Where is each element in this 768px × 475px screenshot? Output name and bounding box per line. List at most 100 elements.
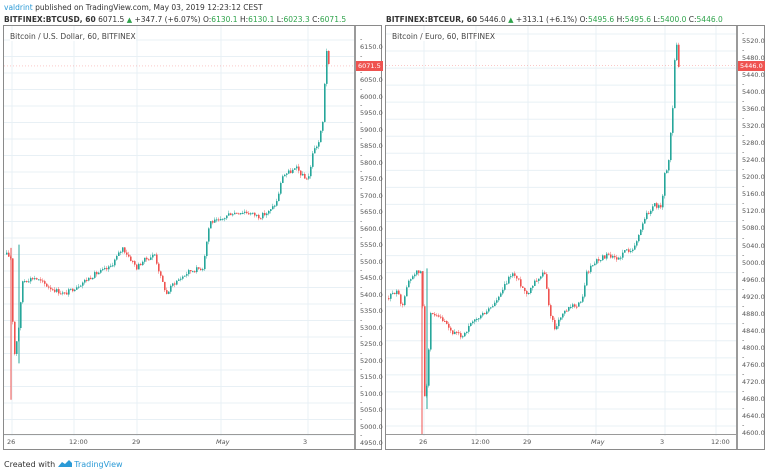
btceur-candlestick-plot[interactable] (386, 26, 736, 436)
price-tick-label: - 5250.0 (360, 332, 383, 348)
right-last-price: 5446.0 (479, 15, 506, 24)
price-tick-label: - 6050.0 (360, 68, 383, 84)
price-tick-label: - 5160.0 (742, 182, 765, 199)
time-tick-label: 26 (419, 438, 428, 446)
left-last-price: 6071.5 (98, 15, 125, 24)
price-tick-label: - 5150.0 (360, 365, 383, 381)
left-symbol-info: BITFINEX:BTCUSD, 60 6071.5 ▲ +347.7 (+6.… (4, 15, 346, 24)
right-low: 5400.0 (660, 15, 687, 24)
price-tick-label: - 4960.0 (742, 267, 765, 284)
time-tick-label: May (216, 438, 230, 446)
right-low-label: L: (653, 15, 661, 24)
right-close-label: C: (688, 15, 697, 24)
price-tick-label: - 6150.0 (360, 35, 383, 51)
price-tick-label: - 4920.0 (742, 284, 765, 301)
time-tick-label: 12:00 (711, 438, 730, 446)
left-low-label: L: (276, 15, 284, 24)
price-tick-label: - 5520.0 (742, 29, 765, 45)
created-with-text: Created with (4, 460, 58, 469)
time-tick-label: 3 (303, 438, 308, 446)
price-tick-label: - 5900.0 (360, 117, 383, 134)
btcusd-candlestick-plot[interactable] (4, 26, 354, 436)
price-tick-label: - 5650.0 (360, 200, 383, 216)
tradingview-logo-icon (57, 460, 72, 467)
left-close-label: C: (312, 15, 320, 24)
author-link[interactable]: valdrint (4, 3, 33, 12)
left-open: 6130.1 (211, 15, 238, 24)
price-tick-label: - 5600.0 (360, 216, 383, 233)
right-high-label: H: (616, 15, 625, 24)
price-tick-label: - 5320.0 (742, 114, 765, 131)
price-tick-label: - 5950.0 (360, 101, 383, 117)
left-close: 6071.5 (319, 15, 347, 24)
price-tick-label: - 5850.0 (360, 134, 383, 150)
price-tick-label: - 4880.0 (742, 301, 765, 318)
time-tick-label: 12:00 (69, 438, 88, 446)
last-price-label: 6071.5 (356, 60, 383, 71)
last-price-label: 5446.0 (738, 60, 765, 71)
price-tick-label: - 5300.0 (360, 315, 383, 332)
price-tick-label: - 5000.0 (742, 250, 765, 267)
price-tick-label: - 4760.0 (742, 352, 765, 369)
right-high: 5495.6 (624, 15, 652, 24)
price-tick-label: - 4800.0 (742, 335, 765, 352)
btceur-chart-title: Bitcoin / Euro, 60, BITFINEX (392, 32, 496, 41)
publish-text: published on TradingView.com, May 03, 20… (32, 3, 263, 12)
time-tick-label: 29 (132, 438, 141, 446)
price-tick-label: - 4680.0 (742, 386, 765, 403)
price-tick-label: - 4640.0 (742, 403, 765, 420)
right-close: 5446.0 (696, 15, 723, 24)
btcusd-time-axis[interactable]: 26 12:00 29 May 3 (4, 434, 354, 449)
left-symbol: BITFINEX:BTCUSD, 60 (4, 15, 96, 24)
btcusd-price-axis[interactable]: - 6150.0- 6100.0- 6050.0- 6000.0- 5950.0… (354, 26, 383, 449)
price-tick-label: - 5200.0 (742, 165, 765, 182)
left-high-label: H: (239, 15, 249, 24)
right-symbol: BITFINEX:BTCEUR, 60 (386, 15, 478, 24)
price-tick-label: - 5360.0 (742, 97, 765, 114)
right-change: +313.1 (+6.1%) (515, 15, 578, 24)
price-tick-label: - 4720.0 (742, 369, 765, 386)
time-tick-label: 3 (660, 438, 665, 446)
price-tick-label: - 5750.0 (360, 167, 383, 183)
price-tick-label: - 5240.0 (742, 148, 765, 165)
time-tick-label: May (591, 438, 605, 446)
btcusd-chart-title: Bitcoin / U.S. Dollar, 60, BITFINEX (10, 32, 136, 41)
price-tick-label: - 5450.0 (360, 266, 383, 282)
price-tick-label: - 4600.0 (742, 421, 765, 437)
right-open: 5495.6 (587, 15, 615, 24)
price-tick-label: - 4950.0 (360, 431, 383, 447)
price-tick-label: - 5200.0 (360, 348, 383, 365)
footer: Created with TradingView (4, 459, 123, 469)
left-change: +347.7 (+6.07%) (134, 15, 201, 24)
btceur-chart-panel[interactable]: Bitcoin / Euro, 60, BITFINEX - 5520.0- 5… (385, 25, 765, 450)
left-high: 6130.1 (248, 15, 275, 24)
btceur-time-axis[interactable]: 26 12:00 29 May 3 12:00 (386, 434, 736, 449)
up-triangle-icon: ▲ (126, 16, 133, 24)
price-tick-label: - 6000.0 (360, 84, 383, 101)
price-tick-label: - 5400.0 (742, 80, 765, 97)
publish-info: valdrint published on TradingView.com, M… (4, 3, 263, 12)
price-tick-label: - 5120.0 (742, 199, 765, 216)
time-tick-label: 12:00 (471, 438, 490, 446)
up-triangle-icon: ▲ (508, 16, 514, 24)
price-tick-label: - 5000.0 (360, 414, 383, 431)
left-low: 6023.3 (283, 15, 310, 24)
price-tick-label: - 5550.0 (360, 233, 383, 249)
price-tick-label: - 5500.0 (360, 249, 383, 266)
btceur-price-axis[interactable]: - 5520.0- 5480.0- 5440.0- 5400.0- 5360.0… (736, 26, 766, 449)
price-tick-label: - 5040.0 (742, 233, 765, 250)
price-tick-label: - 5280.0 (742, 131, 765, 148)
right-symbol-info: BITFINEX:BTCEUR, 60 5446.0 ▲ +313.1 (+6.… (386, 15, 723, 24)
price-tick-label: - 5050.0 (360, 398, 383, 414)
tradingview-link[interactable]: TradingView (74, 460, 123, 469)
price-tick-label: - 4840.0 (742, 318, 765, 335)
btcusd-chart-panel[interactable]: Bitcoin / U.S. Dollar, 60, BITFINEX - 61… (3, 25, 383, 450)
price-tick-label: - 5350.0 (360, 299, 383, 315)
price-tick-label: - 5100.0 (360, 381, 383, 398)
time-tick-label: 29 (523, 438, 532, 446)
price-tick-label: - 5700.0 (360, 183, 383, 200)
price-tick-label: - 5480.0 (742, 46, 765, 63)
right-open-label: O: (579, 15, 588, 24)
price-tick-label: - 5800.0 (360, 150, 383, 167)
time-tick-label: 26 (7, 438, 16, 446)
